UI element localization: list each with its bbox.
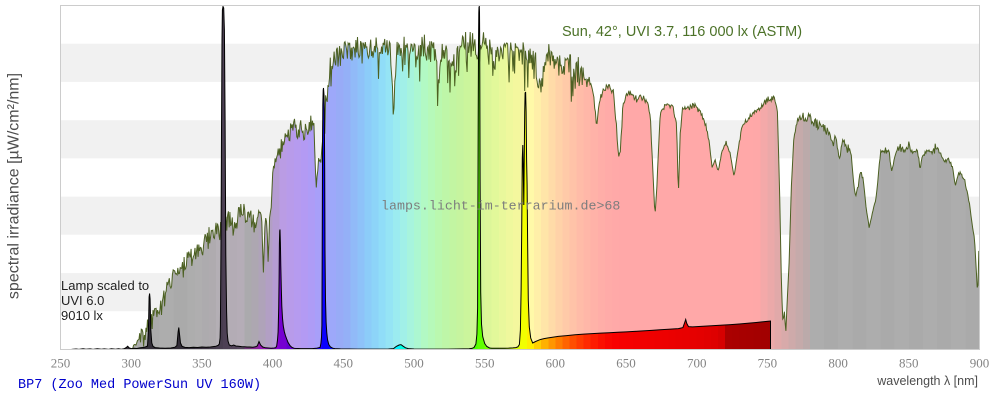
svg-text:wavelength λ [nm]: wavelength λ [nm]: [876, 374, 978, 388]
svg-text:400: 400: [263, 356, 283, 371]
svg-text:spectral irradiance [µW/cm²/nm: spectral irradiance [µW/cm²/nm]: [6, 73, 23, 299]
svg-text:450: 450: [334, 356, 354, 371]
svg-text:850: 850: [899, 356, 919, 371]
svg-text:300: 300: [121, 356, 141, 371]
svg-text:500: 500: [404, 356, 424, 371]
svg-text:lamps.licht-im-terrarium.de>68: lamps.licht-im-terrarium.de>68: [381, 199, 620, 214]
svg-text:700: 700: [687, 356, 707, 371]
svg-text:800: 800: [828, 356, 848, 371]
svg-text:Lamp scaled to: Lamp scaled to: [61, 278, 149, 293]
svg-text:650: 650: [616, 356, 636, 371]
svg-text:Sun, 42°, UVI 3.7, 116 000 lx: Sun, 42°, UVI 3.7, 116 000 lx (ASTM): [562, 24, 802, 40]
svg-text:250: 250: [51, 356, 71, 371]
svg-text:9010 lx: 9010 lx: [61, 308, 103, 323]
svg-text:900: 900: [970, 356, 990, 371]
svg-text:UVI 6.0: UVI 6.0: [61, 293, 104, 308]
svg-text:350: 350: [192, 356, 212, 371]
svg-text:600: 600: [546, 356, 566, 371]
svg-text:750: 750: [758, 356, 778, 371]
svg-text:550: 550: [475, 356, 495, 371]
svg-text:BP7 (Zoo Med PowerSun UV 160W): BP7 (Zoo Med PowerSun UV 160W): [18, 378, 261, 393]
